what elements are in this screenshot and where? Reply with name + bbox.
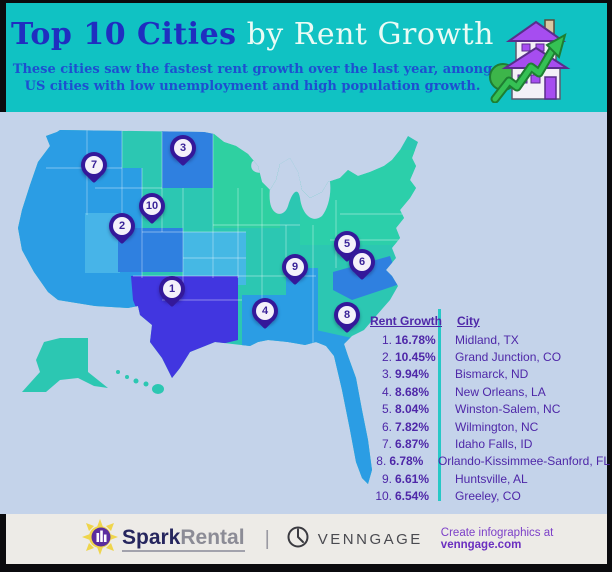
- sparkrental-wordmark-bold: Spark: [122, 526, 181, 549]
- sparkrental-wordmark-rest: Rental: [180, 526, 245, 549]
- table-row: 7. 6.87% Idaho Falls, ID: [368, 435, 610, 452]
- row-rank: 4.: [381, 384, 392, 399]
- row-rank: 7.: [381, 437, 392, 452]
- map-pin-5: 5: [334, 231, 360, 257]
- map-pin-number: 6: [353, 253, 371, 271]
- row-rent-growth-value: 8.04%: [395, 402, 430, 417]
- row-rent-growth-value: 7.82%: [395, 419, 430, 434]
- map-pin-9: 9: [282, 254, 308, 280]
- map-pin-7: 7: [81, 152, 107, 178]
- row-city-name: Idaho Falls, ID: [455, 437, 533, 452]
- map-pin-number: 7: [85, 156, 103, 174]
- row-rent-growth-value: 6.54%: [395, 489, 430, 504]
- sparkrental-sun-icon: [82, 518, 118, 560]
- row-city-name: New Orleans, LA: [455, 384, 546, 399]
- map-pin-4: 4: [252, 298, 278, 324]
- map-pin-number: 5: [338, 235, 356, 253]
- tagline-text: Create infographics at: [440, 527, 554, 539]
- hawaii-shape: [116, 370, 164, 394]
- row-rank: 10.: [375, 489, 392, 504]
- house-growth-arrow-icon: [489, 15, 575, 104]
- map-pin-1: 1: [159, 276, 185, 302]
- col-header-rent-growth: Rent Growth: [370, 314, 442, 328]
- page-title: Top 10 Cities by Rent Growth: [6, 17, 499, 52]
- map-pin-3: 3: [170, 135, 196, 161]
- row-city-name: Bismarck, ND: [455, 367, 529, 382]
- row-city-name: Huntsville, AL: [455, 471, 528, 486]
- map-pin-2: 2: [109, 213, 135, 239]
- map-pin-number: 9: [286, 258, 304, 276]
- map-pin-10: 10: [139, 193, 165, 219]
- table-row: 2. 10.45% Grand Junction, CO: [368, 348, 610, 365]
- map-pin-number: 3: [174, 139, 192, 157]
- row-city-name: Wilmington, NC: [455, 419, 539, 434]
- row-rank: 3.: [381, 367, 392, 382]
- row-city-name: Greeley, CO: [455, 489, 521, 504]
- row-rent-growth-value: 6.87%: [395, 437, 430, 452]
- venngage-link[interactable]: venngage.com: [440, 539, 522, 551]
- table-divider: [438, 309, 441, 501]
- map-pin-number: 10: [143, 197, 161, 215]
- venngage-wordmark: VENNGAGE: [317, 530, 423, 548]
- table-rows: 1. 16.78% Midland, TX 2. 10.45% Grand Junctio…: [368, 331, 610, 505]
- row-city-name: Winston-Salem, NC: [455, 402, 561, 417]
- row-rent-growth-value: 6.61%: [395, 471, 430, 486]
- row-rank: 2.: [381, 350, 392, 365]
- alaska-shape: [22, 338, 108, 392]
- table-row: 1. 16.78% Midland, TX: [368, 331, 610, 348]
- subtitle-line1: These cities saw the fastest rent growth…: [12, 62, 493, 77]
- footer-bar: SparkRental | VENNGAGE Create infographi…: [6, 514, 607, 564]
- row-rank: 1.: [381, 332, 392, 347]
- footer-divider: |: [264, 527, 270, 550]
- table-row: 10. 6.54% Greeley, CO: [368, 488, 610, 505]
- venngage-lockup: VENNGAGE: [286, 525, 423, 554]
- page-title-rest: by Rent Growth: [236, 17, 494, 52]
- map-pin-number: 8: [338, 306, 356, 324]
- row-rank: 9.: [381, 471, 392, 486]
- row-city-name: Midland, TX: [455, 332, 519, 347]
- row-rent-growth-value: 8.68%: [395, 384, 430, 399]
- table-row: 5. 8.04% Winston-Salem, NC: [368, 401, 610, 418]
- rank-table: Rent Growth City 1. 16.78% Midland, TX 2. 10…: [368, 311, 610, 505]
- row-city-name: Orlando-Kissimmee-Sanford, FL: [437, 454, 610, 469]
- col-header-city: City: [457, 314, 480, 328]
- row-rank: 8.: [376, 454, 387, 469]
- row-rank: 6.: [381, 419, 392, 434]
- row-rent-growth-value: 10.45%: [395, 350, 436, 365]
- page-title-bold: Top 10 Cities: [11, 17, 237, 52]
- row-rank: 5.: [381, 402, 392, 417]
- map-pin-6: 6: [349, 249, 375, 275]
- row-rent-growth-value: 16.78%: [395, 332, 436, 347]
- sparkrental-wordmark: SparkRental: [122, 526, 245, 552]
- table-row: 8. 6.78% Orlando-Kissimmee-Sanford, FL: [368, 453, 610, 470]
- venngage-clock-icon: [286, 525, 310, 554]
- table-header-row: Rent Growth City: [368, 311, 610, 331]
- row-city-name: Grand Junction, CO: [455, 350, 562, 365]
- map-pin-number: 4: [256, 302, 274, 320]
- map-pin-number: 1: [163, 280, 181, 298]
- row-rent-growth-value: 6.78%: [389, 454, 424, 469]
- table-row: 4. 8.68% New Orleans, LA: [368, 383, 610, 400]
- map-pin-8: 8: [334, 302, 360, 328]
- header-band: Top 10 Cities by Rent Growth These citie…: [6, 3, 607, 112]
- venngage-tagline: Create infographics at venngage.com: [441, 527, 607, 551]
- subtitle-line2: US cities with low unemployment and high…: [24, 79, 481, 94]
- row-rent-growth-value: 9.94%: [395, 367, 430, 382]
- table-row: 9. 6.61% Huntsville, AL: [368, 470, 610, 487]
- table-row: 3. 9.94% Bismarck, ND: [368, 366, 610, 383]
- page-subtitle: These cities saw the fastest rent growth…: [6, 61, 499, 95]
- map-pin-number: 2: [113, 217, 131, 235]
- table-row: 6. 7.82% Wilmington, NC: [368, 418, 610, 435]
